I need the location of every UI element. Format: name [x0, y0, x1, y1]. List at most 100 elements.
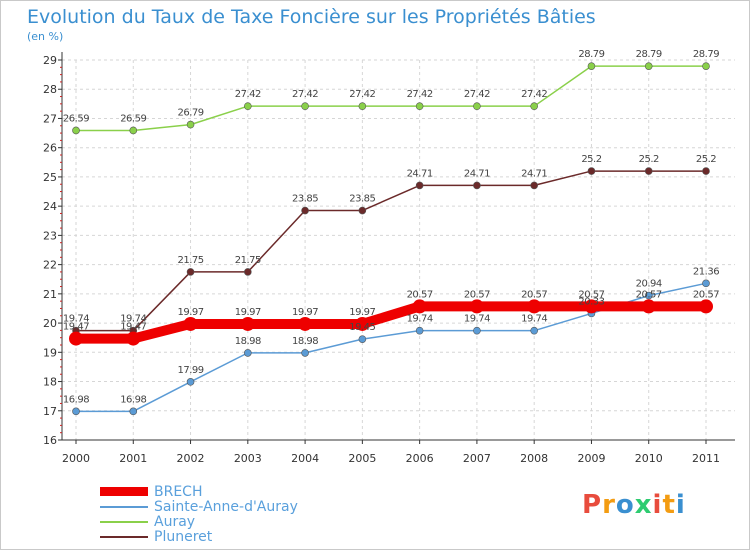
legend-swatch	[100, 520, 148, 523]
data-point	[584, 299, 599, 314]
x-tick-label: 2003	[234, 452, 262, 465]
data-label: 19.74	[63, 314, 89, 325]
logo-letter: x	[634, 490, 653, 520]
data-point	[301, 206, 309, 215]
data-point	[415, 326, 424, 335]
legend-label: Sainte-Anne-d'Auray	[154, 498, 298, 515]
data-point	[301, 102, 309, 110]
y-tick-label: 24	[43, 200, 57, 213]
data-point	[244, 102, 252, 110]
x-tick-label: 2011	[692, 452, 720, 465]
x-tick-label: 2002	[177, 452, 205, 465]
y-tick-label: 19	[43, 346, 57, 359]
legend-swatch	[100, 487, 148, 496]
data-point	[72, 407, 80, 416]
data-label: 20.94	[636, 279, 662, 290]
data-point	[186, 268, 195, 276]
data-point	[244, 268, 252, 276]
series-points	[69, 62, 713, 416]
y-tick-label: 25	[43, 171, 57, 184]
data-label: 16.98	[63, 394, 89, 405]
data-label: 28.79	[636, 49, 662, 60]
x-tick-label: 2010	[635, 452, 663, 465]
series-line	[76, 65, 706, 132]
data-label: 19.74	[120, 314, 146, 325]
data-point	[186, 378, 195, 386]
data-label: 19.47	[63, 322, 89, 333]
data-point	[702, 167, 710, 175]
data-label: 19.45	[349, 322, 375, 333]
data-point	[358, 102, 367, 110]
data-label: 25.2	[696, 154, 716, 165]
data-label: 24.71	[464, 168, 490, 179]
data-point	[530, 181, 538, 190]
legend-swatch	[100, 505, 148, 508]
y-tick-label: 27	[43, 112, 57, 125]
data-point	[473, 181, 481, 190]
data-label: 17.99	[177, 365, 203, 376]
logo-letter: r	[602, 490, 616, 520]
legend-label: Pluneret	[154, 528, 213, 545]
y-tick-label: 26	[43, 142, 57, 155]
data-point	[415, 102, 424, 110]
data-point	[702, 279, 710, 288]
data-point	[527, 299, 542, 314]
y-tick-label: 22	[43, 259, 57, 272]
data-label: 24.71	[521, 168, 547, 179]
data-point	[358, 206, 367, 215]
data-point	[644, 62, 653, 70]
legend-label: Auray	[154, 513, 196, 530]
data-point	[641, 299, 656, 314]
data-point	[72, 126, 80, 135]
data-label: 19.74	[407, 314, 433, 325]
logo-letter: t	[662, 490, 676, 520]
proxiti-logo: Proxiti	[582, 490, 686, 520]
legend-swatch	[100, 535, 148, 538]
data-point	[301, 349, 309, 357]
data-label: 27.42	[407, 89, 433, 100]
data-label: 23.85	[292, 194, 318, 205]
x-tick-label: 2008	[520, 452, 548, 465]
y-tick-label: 16	[43, 434, 57, 447]
data-point	[358, 335, 367, 343]
x-tick-label: 2000	[62, 452, 90, 465]
axes: 16 17 18 19 20 21 22 23 24 25 26 27 28 29 2000 2001 2002…	[43, 52, 735, 465]
data-point	[702, 62, 710, 70]
data-point	[183, 316, 198, 331]
data-point	[587, 62, 596, 70]
data-label: 20.57	[464, 289, 490, 300]
y-tick-label: 23	[43, 229, 57, 242]
logo-letter: P	[582, 490, 603, 520]
data-point	[644, 167, 653, 175]
data-label: 21.36	[693, 266, 719, 277]
data-label: 27.42	[235, 89, 261, 100]
data-label: 16.98	[120, 394, 146, 405]
data-point	[69, 331, 83, 346]
data-label: 19.97	[177, 307, 203, 318]
legend-item: Auray	[100, 513, 298, 530]
data-point	[244, 349, 252, 357]
data-point	[129, 407, 138, 416]
data-label: 19.74	[464, 314, 490, 325]
data-label: 20.33	[578, 296, 604, 307]
data-label: 20.57	[521, 289, 547, 300]
series-line	[76, 301, 706, 344]
data-point	[469, 299, 484, 314]
x-tick-label: 2004	[291, 452, 319, 465]
data-label: 27.42	[521, 89, 547, 100]
data-label: 26.59	[120, 113, 146, 124]
data-label: 21.75	[177, 255, 203, 266]
data-point	[355, 316, 370, 331]
data-point	[530, 326, 538, 335]
data-point	[129, 126, 138, 135]
chart-title: Evolution du Taux de Taxe Foncière sur l…	[27, 6, 596, 28]
data-label: 20.57	[407, 289, 433, 300]
grid-lines	[62, 59, 735, 441]
data-label: 25.2	[639, 154, 659, 165]
x-tick-label: 2009	[577, 452, 605, 465]
data-label: 27.42	[464, 89, 490, 100]
data-label: 18.98	[235, 336, 261, 347]
legend-item: Pluneret	[100, 528, 298, 545]
